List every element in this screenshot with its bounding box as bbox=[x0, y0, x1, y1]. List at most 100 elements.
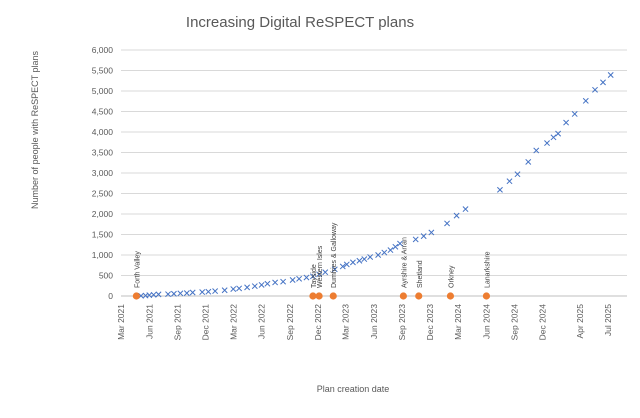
x-marker-stroke bbox=[462, 206, 469, 213]
x-marker-stroke bbox=[316, 271, 323, 278]
orange-marker bbox=[415, 292, 423, 300]
x-marker-stroke bbox=[343, 261, 350, 268]
series-x-markers bbox=[138, 72, 614, 299]
x-marker-stroke bbox=[392, 243, 399, 250]
x-marker-stroke bbox=[420, 233, 427, 240]
region-label: Orkney bbox=[448, 265, 455, 288]
x-marker bbox=[177, 290, 184, 297]
y-tick-label: 1,000 bbox=[92, 250, 114, 260]
orange-marker bbox=[315, 292, 323, 300]
x-marker bbox=[289, 277, 296, 283]
y-tick-label: 6,000 bbox=[92, 45, 114, 55]
x-marker bbox=[264, 280, 271, 287]
y-tick-label: 2,000 bbox=[92, 209, 114, 219]
x-marker bbox=[258, 281, 265, 288]
y-tick-label: 2,500 bbox=[92, 189, 114, 199]
x-marker-stroke bbox=[428, 229, 435, 236]
x-marker-stroke bbox=[296, 275, 303, 282]
x-marker-stroke bbox=[387, 247, 394, 254]
x-marker-stroke bbox=[533, 147, 540, 154]
x-marker-stroke bbox=[236, 285, 243, 292]
x-marker bbox=[563, 119, 570, 126]
orange-marker bbox=[329, 292, 337, 300]
x-marker-stroke bbox=[165, 291, 172, 298]
x-tick-label: Dec 2024 bbox=[538, 304, 548, 341]
x-marker-stroke bbox=[199, 289, 206, 296]
y-tick-labels: 0 500 1,000 1,500 2,000 2,500 3,000 3,500 4,000 4… bbox=[92, 45, 114, 301]
x-marker bbox=[571, 111, 578, 117]
x-marker bbox=[392, 243, 399, 250]
region-label: Tayside bbox=[311, 264, 318, 288]
x-marker bbox=[183, 290, 190, 297]
x-marker bbox=[316, 271, 323, 278]
x-tick-label: Dec 2023 bbox=[425, 304, 435, 341]
x-marker-stroke bbox=[361, 256, 368, 263]
y-tick-label: 5,000 bbox=[92, 86, 114, 96]
x-marker-stroke bbox=[367, 254, 374, 261]
x-marker bbox=[189, 289, 196, 296]
x-marker bbox=[212, 288, 219, 295]
orange-marker bbox=[446, 292, 455, 300]
x-marker-stroke bbox=[258, 281, 265, 288]
x-marker bbox=[361, 256, 368, 263]
y-tick-label: 3,500 bbox=[92, 148, 114, 158]
x-marker-stroke bbox=[397, 240, 403, 247]
x-marker-stroke bbox=[497, 186, 503, 193]
x-tick-label: Sep 2021 bbox=[173, 304, 183, 341]
x-marker-stroke bbox=[544, 140, 550, 147]
x-marker bbox=[236, 285, 243, 292]
x-marker-stroke bbox=[264, 280, 271, 287]
x-marker bbox=[453, 212, 460, 219]
x-marker bbox=[497, 186, 503, 193]
x-marker-stroke bbox=[563, 119, 570, 126]
x-marker-stroke bbox=[289, 277, 296, 283]
x-tick-label: Jun 2024 bbox=[481, 304, 491, 339]
x-marker bbox=[309, 273, 316, 280]
x-marker-stroke bbox=[600, 79, 606, 86]
y-tick-label: 4,000 bbox=[92, 127, 114, 137]
x-marker-stroke bbox=[230, 286, 237, 292]
x-marker bbox=[205, 288, 212, 295]
x-marker-stroke bbox=[146, 292, 153, 299]
x-axis-title: Plan creation date bbox=[317, 384, 390, 394]
region-label: Ayrshire & Arran bbox=[401, 237, 408, 288]
x-marker-stroke bbox=[339, 263, 346, 270]
x-tick-label: Dec 2021 bbox=[201, 304, 211, 341]
x-marker bbox=[221, 287, 228, 294]
x-marker bbox=[280, 278, 287, 285]
y-axis-title: Number of people with ReSPECT plans bbox=[30, 51, 40, 209]
x-marker-stroke bbox=[150, 291, 157, 298]
x-marker-stroke bbox=[155, 291, 162, 298]
x-marker-stroke bbox=[582, 97, 589, 104]
x-marker bbox=[444, 220, 451, 227]
x-marker bbox=[150, 291, 157, 298]
orange-marker bbox=[309, 292, 317, 300]
x-marker-stroke bbox=[170, 290, 177, 297]
x-marker bbox=[356, 257, 363, 264]
x-marker bbox=[582, 97, 589, 104]
orange-marker bbox=[482, 292, 491, 300]
region-label: Shetland bbox=[417, 260, 424, 288]
x-marker bbox=[397, 240, 403, 247]
x-marker-stroke bbox=[280, 278, 287, 285]
y-tick-label: 0 bbox=[108, 291, 113, 301]
x-marker bbox=[607, 72, 614, 78]
x-marker bbox=[506, 178, 513, 185]
x-tick-label: Sep 2022 bbox=[285, 304, 295, 341]
x-marker bbox=[272, 279, 279, 286]
x-tick-label: Apr 2025 bbox=[575, 304, 585, 339]
x-marker-stroke bbox=[607, 72, 614, 78]
x-marker bbox=[155, 291, 162, 298]
x-marker-stroke bbox=[212, 288, 219, 295]
y-tick-label: 500 bbox=[99, 271, 113, 281]
x-marker-stroke bbox=[349, 259, 356, 266]
x-tick-label: Mar 2024 bbox=[453, 304, 463, 340]
chart-title: Increasing Digital ReSPECT plans bbox=[186, 14, 414, 31]
x-marker-stroke bbox=[592, 86, 598, 93]
x-marker-stroke bbox=[550, 134, 557, 141]
x-tick-label: Mar 2023 bbox=[341, 304, 351, 340]
x-marker bbox=[525, 158, 532, 165]
x-marker-stroke bbox=[331, 266, 338, 273]
x-marker-stroke bbox=[309, 273, 316, 280]
x-marker bbox=[428, 229, 435, 236]
